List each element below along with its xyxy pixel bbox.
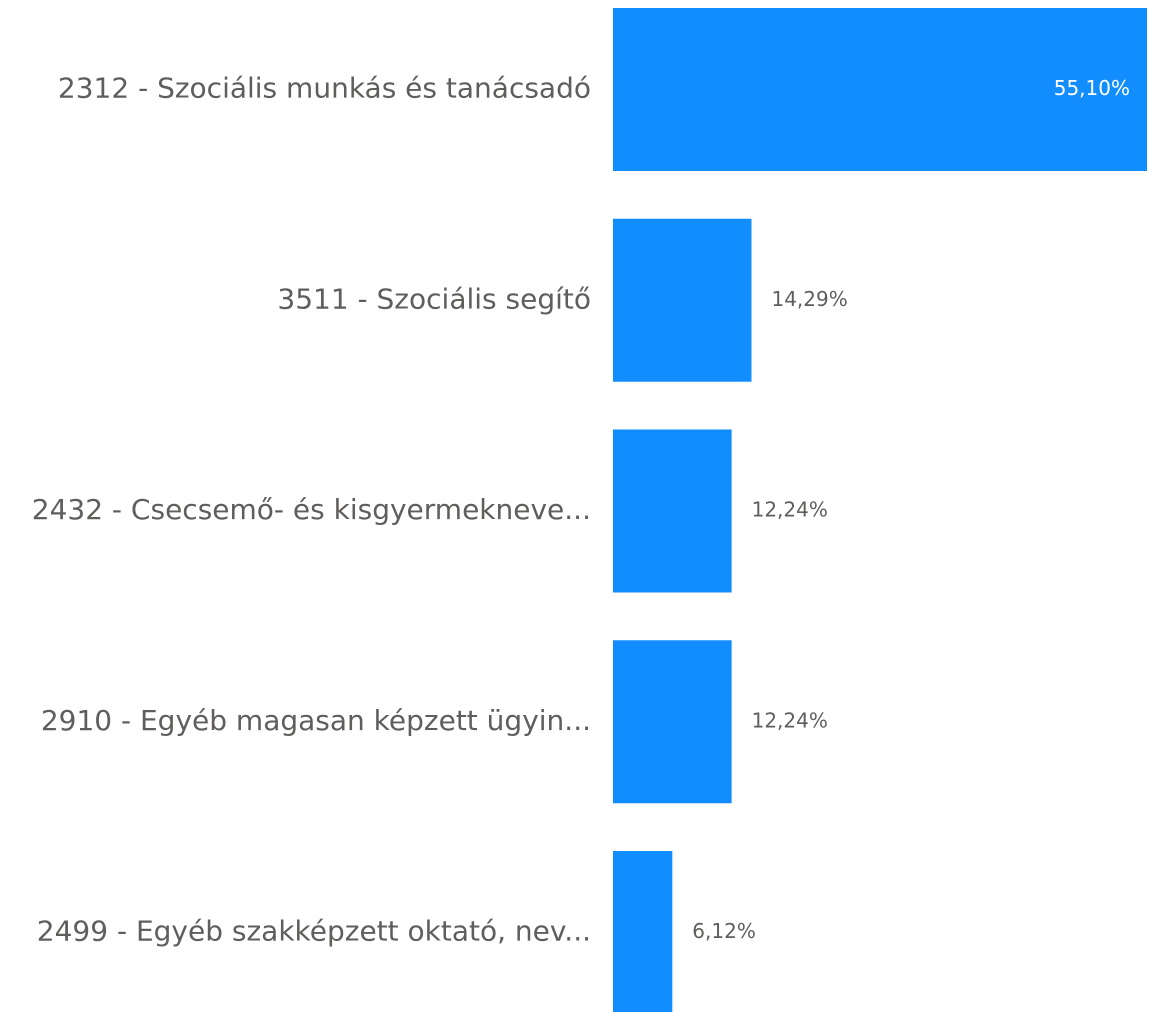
- bar: [613, 218, 752, 382]
- bar: [613, 429, 732, 593]
- category-label: 2432 - Csecsemő- és kisgyermekneve...: [32, 493, 591, 526]
- category-label: 2499 - Egyéb szakképzett oktató, nev...: [37, 915, 591, 948]
- data-label: 6,12%: [692, 919, 756, 943]
- data-label: 12,24%: [752, 708, 828, 732]
- bar: [613, 851, 673, 1012]
- category-label: 2312 - Szociális munkás és tanácsadó: [58, 72, 591, 105]
- category-label: 2910 - Egyéb magasan képzett ügyin...: [41, 704, 591, 737]
- category-label: 3511 - Szociális segítő: [277, 282, 591, 315]
- data-label: 55,10%: [1054, 76, 1130, 100]
- bar: [613, 640, 732, 804]
- data-label: 14,29%: [771, 287, 847, 311]
- bar: [613, 8, 1147, 171]
- data-label: 12,24%: [752, 498, 828, 522]
